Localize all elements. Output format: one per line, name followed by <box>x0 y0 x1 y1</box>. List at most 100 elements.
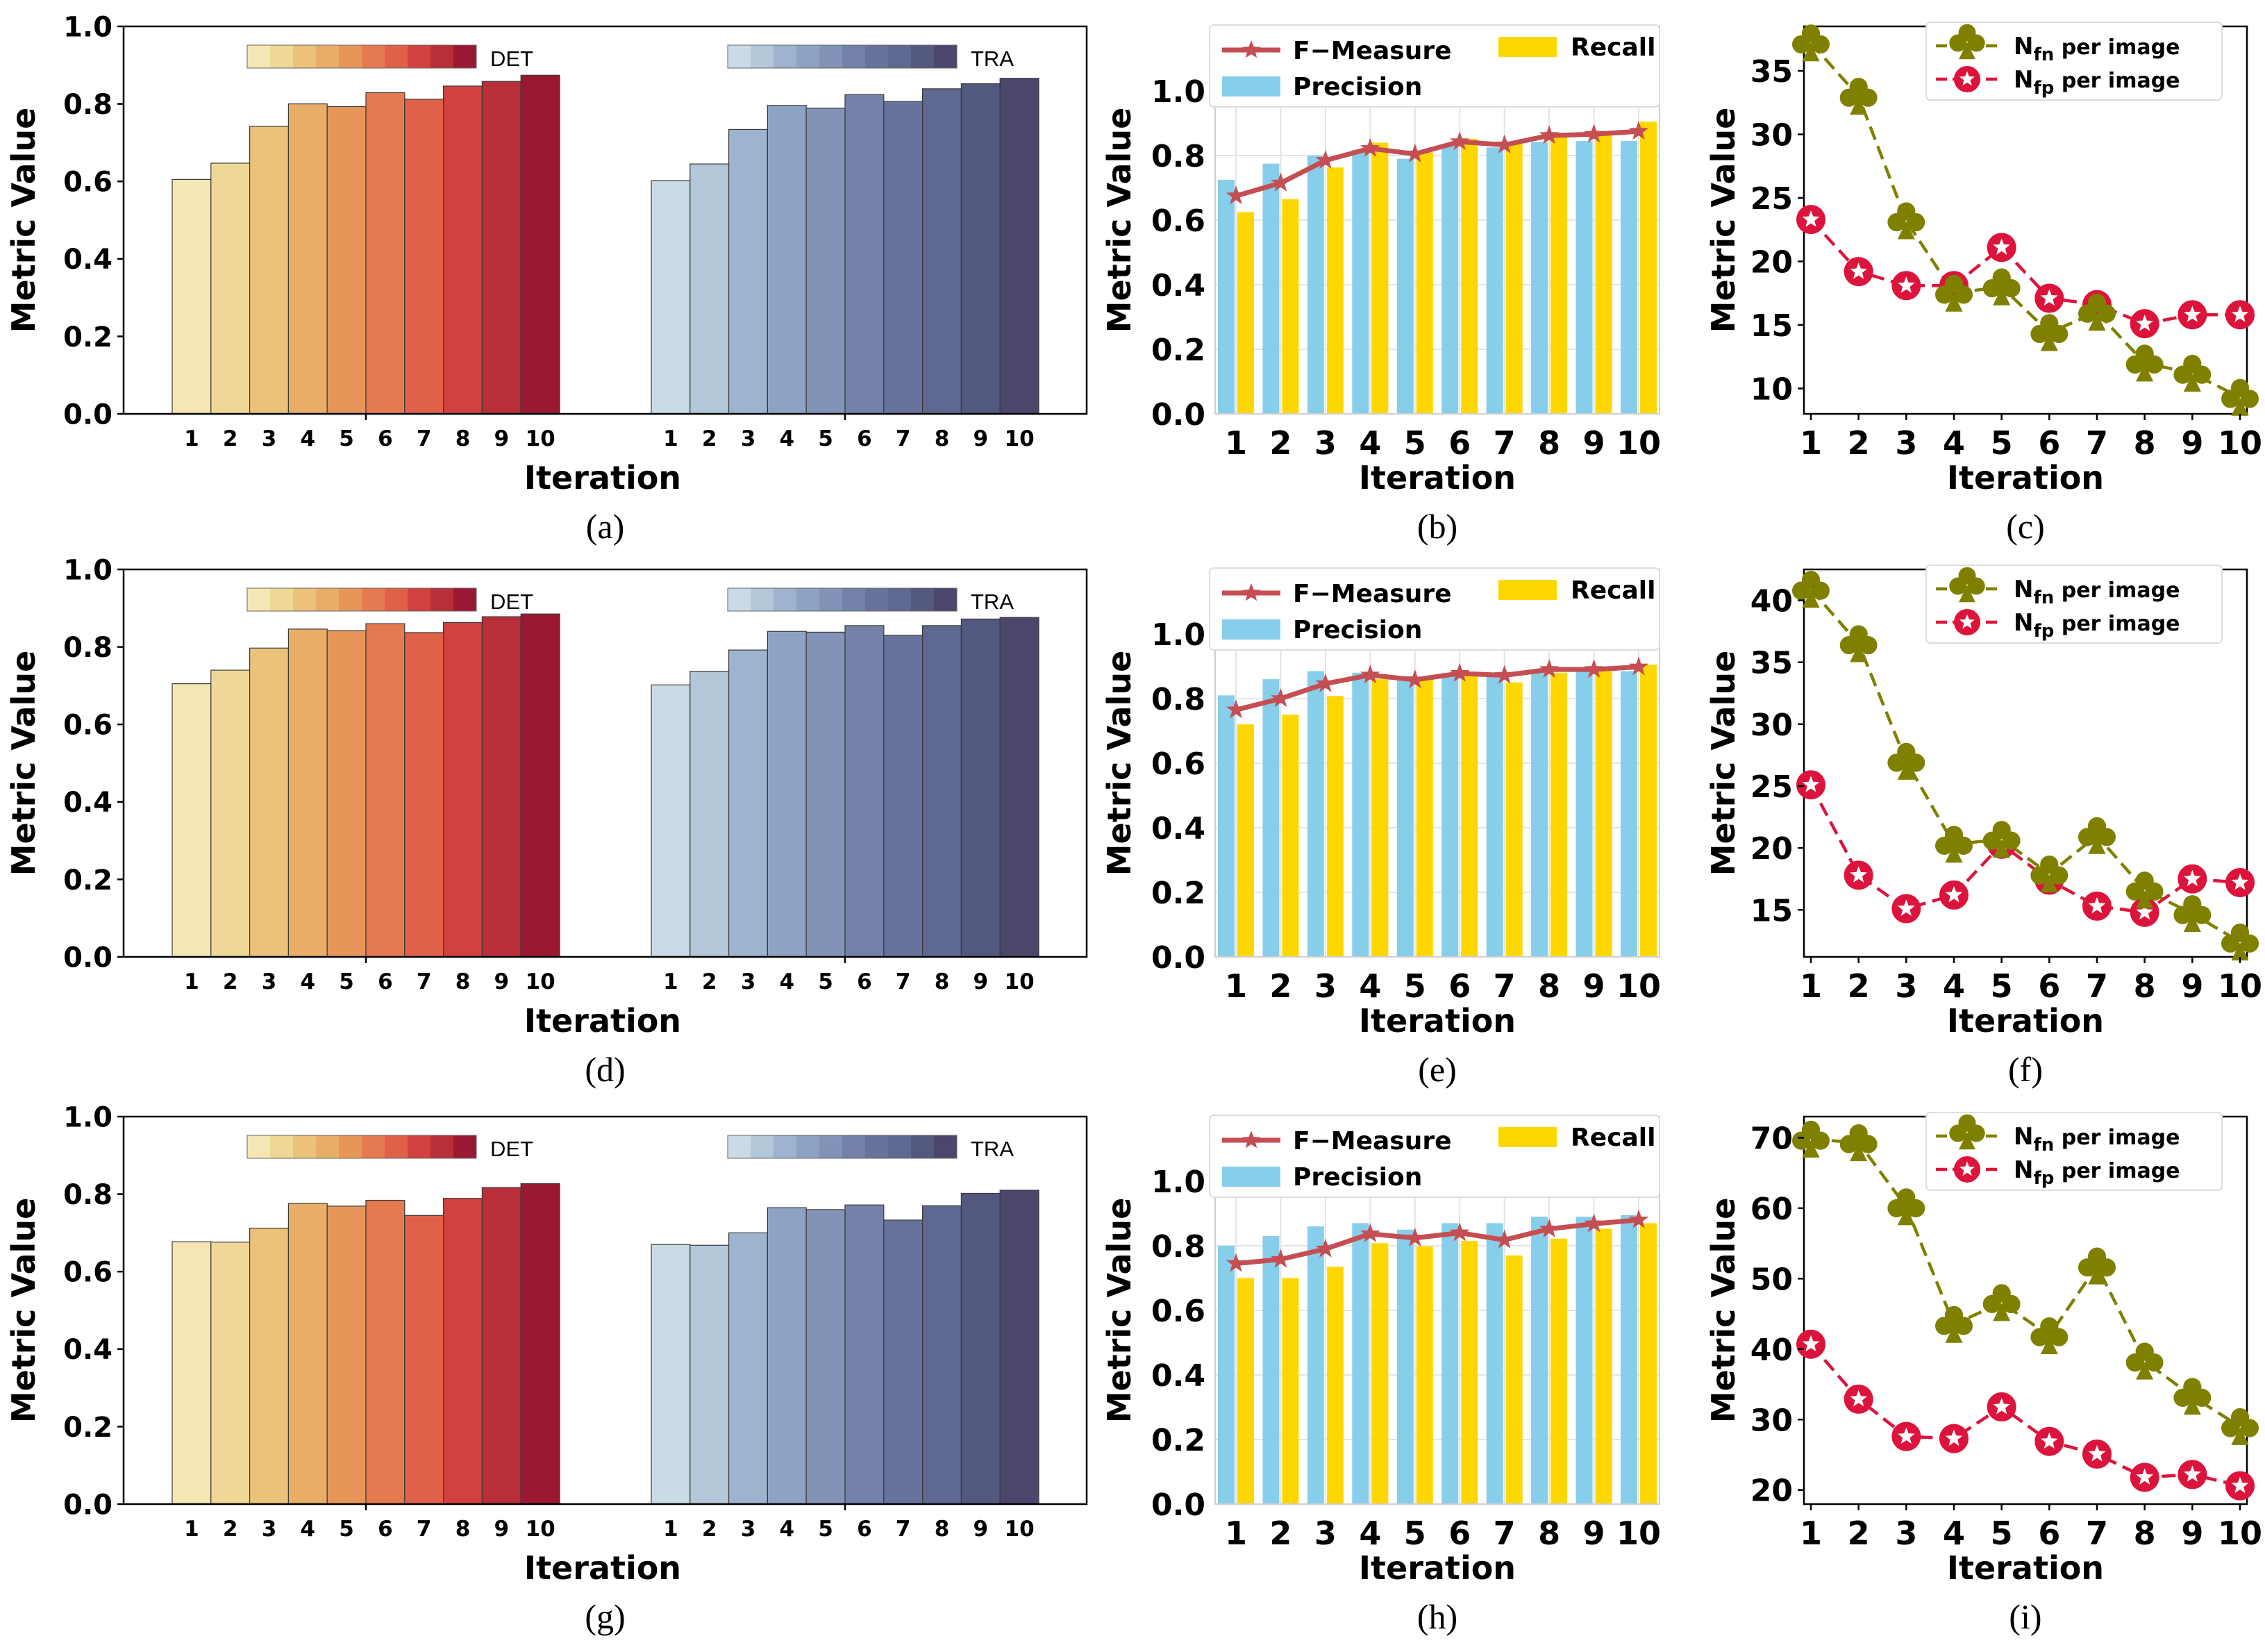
bar-det <box>442 621 483 958</box>
y-tick-label: 30 <box>1750 118 1793 153</box>
marker-nfp <box>1844 257 1873 287</box>
x-tick-label: 4 <box>301 1517 316 1542</box>
marker-nfp <box>1939 1424 1969 1453</box>
y-axis-label: Metric Value <box>1101 651 1138 876</box>
bar-precision <box>1621 671 1637 957</box>
x-tick-label: 10 <box>526 426 555 451</box>
x-tick-label: 9 <box>973 426 989 451</box>
marker-nfp-star <box>2228 303 2252 325</box>
marker-nfp-star <box>1847 260 1870 281</box>
bar-tra <box>921 1205 962 1505</box>
marker-nfn <box>1791 24 1830 62</box>
bar-tra <box>921 88 962 415</box>
y-tick-label: 0.8 <box>1151 682 1205 717</box>
x-tick-label: 9 <box>973 1517 989 1542</box>
marker-f-measure <box>1584 124 1604 143</box>
x-tick-label: 9 <box>1583 1515 1605 1552</box>
x-tick-label: 2 <box>223 426 238 451</box>
bar-recall <box>1326 1267 1344 1504</box>
legend-bar-frame <box>246 44 477 69</box>
legend-swatch <box>270 1135 293 1158</box>
x-tick-label: 10 <box>526 1517 555 1542</box>
x-tick-label: 6 <box>378 426 393 451</box>
panel-caption: (g) <box>585 1597 625 1636</box>
panel-caption: (c) <box>2006 507 2045 546</box>
marker-f-measure <box>1450 1222 1470 1242</box>
x-tick-label: 9 <box>973 969 989 994</box>
y-tick-label: 0.8 <box>1151 139 1205 174</box>
bar-tra <box>844 625 885 958</box>
legend-swatch <box>842 1135 865 1158</box>
marker-nfn <box>1982 1284 2021 1321</box>
x-tick-label: 1 <box>1225 967 1247 1005</box>
y-tick-label: 0.2 <box>63 322 112 353</box>
x-tick-label: 4 <box>301 426 316 451</box>
x-tick-label: 3 <box>262 1517 277 1542</box>
y-tick-label: 0.0 <box>1151 1487 1205 1523</box>
x-axis-label: Iteration <box>524 1002 681 1040</box>
bar-precision <box>1621 1215 1637 1504</box>
bar-recall <box>1237 724 1254 957</box>
y-tick-label: 0.0 <box>63 1489 112 1521</box>
marker-nfn <box>2221 378 2259 416</box>
plot-frame <box>122 1115 1088 1505</box>
legend-swatch <box>934 1135 957 1158</box>
x-tick-label: 8 <box>935 969 950 994</box>
marker-nfp-star <box>1942 883 1966 905</box>
marker-f-measure <box>1360 1223 1380 1242</box>
bar-det <box>404 1215 444 1505</box>
x-tick-label: 3 <box>1895 967 1917 1005</box>
marker-nfp-star <box>1895 274 1918 296</box>
marker-f-measure <box>1539 1218 1560 1237</box>
bar-recall <box>1371 679 1389 957</box>
marker-nfp-star <box>2085 1442 2109 1464</box>
legend-label: DET <box>490 1137 533 1161</box>
bar-tra <box>767 631 807 958</box>
y-axis-label: Metric Value <box>1705 1198 1742 1424</box>
bar-recall <box>1551 672 1568 957</box>
legend-swatch <box>293 588 316 611</box>
x-tick-label: 4 <box>1943 1515 1965 1552</box>
bar-recall <box>1551 1238 1568 1504</box>
bar-det <box>365 623 406 958</box>
legend-swatch <box>934 588 957 611</box>
legend-swatch <box>774 1135 796 1158</box>
y-tick-label: 0.6 <box>1151 746 1205 782</box>
line-nfn <box>1810 42 2241 399</box>
x-tick-label: 7 <box>417 426 432 451</box>
legend-swatch <box>751 1135 774 1158</box>
y-tick-label: 0.2 <box>1151 1423 1205 1458</box>
legend-swatch <box>911 1135 934 1158</box>
bar-precision <box>1576 669 1593 957</box>
legend-label-precision: Precision <box>1293 73 1422 101</box>
y-tick-label: 0.8 <box>63 1179 112 1211</box>
x-tick-label: 4 <box>1943 967 1965 1005</box>
legend-label: TRA <box>971 47 1014 71</box>
legend-swatch <box>453 45 476 68</box>
legend-swatch <box>774 45 796 68</box>
bar-det <box>520 74 560 415</box>
x-tick-label: 6 <box>2038 424 2060 462</box>
y-tick-label: 0.6 <box>63 710 112 742</box>
legend-swatch <box>911 45 934 68</box>
legend-frame <box>1925 22 2223 101</box>
y-tick-label: 1.0 <box>1151 1165 1205 1200</box>
marker-f-measure <box>1494 1229 1514 1249</box>
marker-f-measure <box>1360 665 1380 684</box>
bar-tra <box>805 108 846 415</box>
marker-nfn <box>2078 294 2116 331</box>
bar-det <box>481 1187 521 1505</box>
legend-marker-nfp-star <box>1957 1158 1978 1178</box>
y-tick-label: 30 <box>1750 1403 1793 1438</box>
bar-precision <box>1576 1217 1593 1504</box>
bar-precision <box>1352 149 1369 414</box>
x-tick-label: 6 <box>378 969 393 994</box>
marker-f-measure <box>1494 134 1514 153</box>
marker-nfn <box>2125 1342 2164 1380</box>
x-axis-label: Iteration <box>1359 1002 1516 1040</box>
x-tick-label: 2 <box>223 969 238 994</box>
legend-label-nfn: Nfn per image <box>2014 576 2180 608</box>
bar-tra <box>651 684 691 958</box>
bar-precision <box>1262 1236 1280 1504</box>
